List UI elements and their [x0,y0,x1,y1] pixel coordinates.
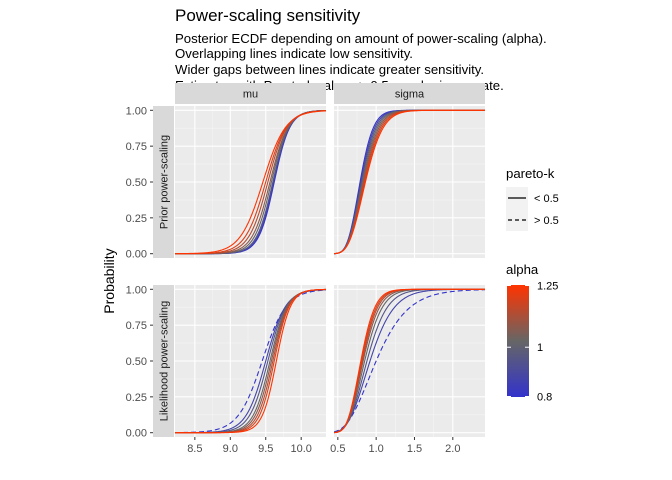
curves-sigma-1 [334,288,485,434]
legend-alpha-title: alpha [506,262,539,277]
chart-subtitle-2: Overlapping lines indicate low sensitivi… [175,46,413,61]
y-axis-title: Probability [101,248,117,313]
x-tick-label: 2.0 [445,443,460,455]
curves-sigma-0 [334,109,485,255]
y-tick-label: 1.00 [126,105,147,117]
ecdf-line-sigma-1-alpha-1.25 [334,288,485,434]
y-tick-label: 0.00 [126,249,147,261]
row-strip-label-1: Likelihood power-scaling [159,301,171,421]
legend-pareto-title: pareto-k [506,166,555,181]
y-tick-label: 0.25 [126,392,147,404]
x-tick-label: 9.5 [258,443,273,455]
legend-label-dashed: > 0.5 [534,215,559,227]
ecdf-line-sigma-0-alpha-1.25 [334,109,485,255]
chart-title: Power-scaling sensitivity [175,6,361,25]
chart-subtitle-3: Wider gaps between lines indicate greate… [175,62,484,77]
alpha-colorbar [507,285,529,397]
curves-mu-1 [175,288,326,434]
ecdf-line-mu-1-alpha-1.25 [175,288,326,434]
panels: mu sigma Prior power-scaling Likelihood pow… [126,83,485,455]
y-tick-label: 0.75 [126,141,147,153]
y-tick-label: 0.00 [126,428,147,440]
legend: pareto-k < 0.5 > 0.5 alpha 1.25 1 0.8 [506,166,559,404]
alpha-ticks: 1.25 1 0.8 [507,281,558,404]
curves-mu-0 [175,109,326,255]
x-tick-label: 1.5 [407,443,422,455]
ecdf-line-sigma-1-alpha-0.8 [334,289,485,433]
strip-label-sigma: sigma [395,89,425,101]
row-strip-label-0: Prior power-scaling [159,135,171,229]
y-tick-label: 0.50 [126,356,147,368]
y-tick-label: 0.50 [126,177,147,189]
row-strip-1 [153,285,174,437]
legend-label-solid: < 0.5 [534,193,559,205]
strip-sigma [334,83,485,104]
chart-subtitle-1: Posterior ECDF depending on amount of po… [175,31,547,46]
ecdf-line-mu-1-alpha-0.8 [175,289,326,434]
x-tick-label: 8.5 [187,443,202,455]
y-tick-label: 1.00 [126,284,147,296]
x-tick-label: 0.5 [330,443,345,455]
x-tick-label: 1.0 [369,443,384,455]
strip-mu [175,83,326,104]
alpha-tick-label: 0.8 [537,392,552,404]
x-tick-label: 10.0 [290,443,311,455]
ecdf-line-mu-0-alpha-1.25 [175,110,326,255]
strip-label-mu: mu [243,89,258,101]
alpha-tick-label: 1.25 [537,281,558,293]
row-strip-0 [153,106,174,258]
x-tick-label: 9.0 [223,443,238,455]
y-tick-label: 0.75 [126,320,147,332]
y-tick-label: 0.25 [126,213,147,225]
alpha-tick-label: 1 [537,342,543,354]
